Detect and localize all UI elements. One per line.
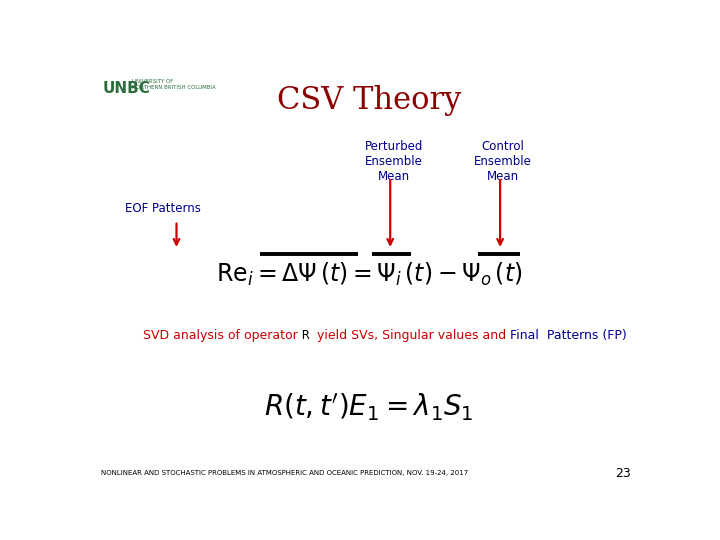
Text: Perturbed
Ensemble
Mean: Perturbed Ensemble Mean xyxy=(365,140,423,183)
Text: R: R xyxy=(302,328,317,342)
Text: UNBC: UNBC xyxy=(102,80,150,96)
Text: SVD analysis of operator: SVD analysis of operator xyxy=(143,328,302,342)
Text: UNIVERSITY OF
NORTHERN BRITISH COLUMBIA: UNIVERSITY OF NORTHERN BRITISH COLUMBIA xyxy=(132,79,215,90)
Text: 23: 23 xyxy=(616,467,631,480)
Text: $R(t,t')E_1 = \lambda_1 S_1$: $R(t,t')E_1 = \lambda_1 S_1$ xyxy=(264,392,474,423)
Text: EOF Patterns: EOF Patterns xyxy=(125,202,200,215)
Text: Control
Ensemble
Mean: Control Ensemble Mean xyxy=(474,140,532,183)
Text: NONLINEAR AND STOCHASTIC PROBLEMS IN ATMOSPHERIC AND OCEANIC PREDICTION, NOV. 19: NONLINEAR AND STOCHASTIC PROBLEMS IN ATM… xyxy=(101,470,469,476)
Text: $\mathrm{Re}_i = \Delta\Psi\,(t) = \Psi_i\,(t) - \Psi_o\,(t)$: $\mathrm{Re}_i = \Delta\Psi\,(t) = \Psi_… xyxy=(216,261,522,288)
Text: yield SVs, Singular values and: yield SVs, Singular values and xyxy=(317,328,510,342)
Text: Final  Patterns (FP): Final Patterns (FP) xyxy=(510,328,626,342)
Text: CSV Theory: CSV Theory xyxy=(276,85,462,116)
